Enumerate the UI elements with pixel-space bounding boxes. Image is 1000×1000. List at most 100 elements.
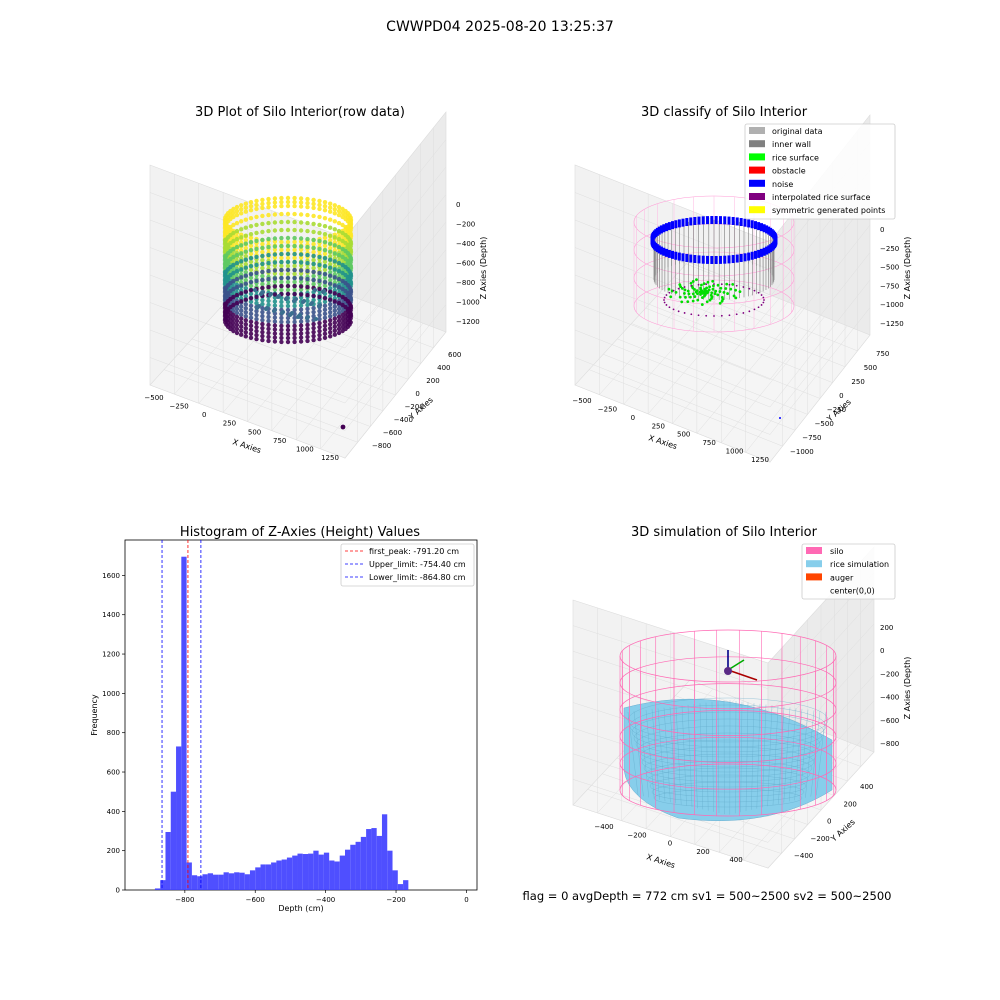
histogram-bar [376,835,382,890]
data-point [254,262,259,268]
data-point [260,269,265,275]
data-point [292,303,297,309]
x-tick-label: 1250 [321,454,339,462]
panel1-point-cloud [222,195,354,345]
legend-swatch [749,206,765,214]
rice-mesh-line [735,700,737,814]
data-point [317,278,322,284]
data-point [285,259,291,265]
data-point [311,313,316,319]
data-point [285,335,291,341]
rice-surface-points [714,289,718,293]
data-point [260,273,265,279]
interpolated-points [762,296,765,299]
data-point [322,272,328,277]
data-point [272,196,278,201]
data-point [332,320,337,325]
y-tick-label: 0 [827,818,831,826]
data-point [298,244,304,249]
data-point [222,317,228,323]
data-point [301,300,305,304]
panel4-ylabel: Y Axies [829,817,857,844]
rice-surface-points [674,290,678,294]
panel2-legend-entries: original data inner wall rice surface obsta… [749,127,885,215]
data-point [260,301,265,307]
data-point [328,254,333,259]
data-point [322,319,328,324]
interpolated-points [760,294,763,296]
noise-points [655,244,659,253]
noise-points [757,222,761,231]
data-point [332,299,337,304]
histogram-bar [170,791,177,890]
data-point [260,265,265,271]
data-point [317,286,322,292]
rice-surface-points [669,295,673,299]
noise-points [714,216,718,225]
legend-swatch [749,153,765,161]
grid-line [271,305,378,431]
panel4-tick-labels: −400 −200 0 200 400 400 200 0 −200 −400 200 0 −200 −4… [594,624,899,864]
data-point [254,316,259,322]
data-point [305,284,310,290]
legend-swatch [806,573,822,581]
data-point [279,331,284,337]
rice-surface-points [719,286,723,290]
data-point [248,267,254,272]
grid-line [574,307,871,435]
data-point [239,235,244,240]
data-point [272,315,278,320]
noise-points [727,216,731,225]
data-point [317,336,322,342]
data-point [292,235,297,241]
data-point [298,307,304,312]
data-point [254,312,259,318]
noise-points [714,255,718,264]
interpolated-points [742,312,745,314]
data-point [311,337,316,343]
data-point [272,319,278,324]
data-point [260,245,265,251]
data-point [272,220,278,225]
data-point [298,284,304,289]
data-point [311,245,316,251]
rice-surface-points [705,286,709,290]
data-point [239,283,244,288]
panel-simulation-3d: 3D simulation of Silo Interior −400 −200 0… [572,525,912,870]
data-point [336,300,342,306]
data-point [279,283,284,289]
data-point [332,316,337,321]
data-point [285,239,291,245]
data-point [248,283,254,288]
data-point [279,315,284,321]
interpolated-points [663,301,666,304]
z-tick-label: −200 [880,670,899,678]
legend-label: Upper_limit: -754.40 cm [369,560,466,569]
data-point [332,324,337,329]
data-point [305,306,310,312]
data-point [336,314,342,320]
data-point [231,230,236,236]
data-point [239,275,244,280]
data-point [328,265,333,270]
x-tick-label: 500 [677,431,690,439]
data-point [231,222,236,228]
data-point [322,264,328,269]
data-point [322,256,328,261]
data-point [322,280,328,285]
data-point [322,283,328,288]
data-point [248,299,254,304]
data-point [328,297,333,302]
histogram-bar [323,852,330,890]
x-tick-label: 0 [202,411,206,419]
noise-points [693,255,697,264]
interpolated-points [677,287,680,290]
data-point [285,339,291,345]
rice-mesh-line [789,708,797,802]
rice-surface-points [708,285,711,289]
legend-label: noise [772,180,793,189]
data-point [285,303,291,309]
data-point [266,314,271,320]
data-point [248,259,254,264]
data-point [285,307,291,313]
